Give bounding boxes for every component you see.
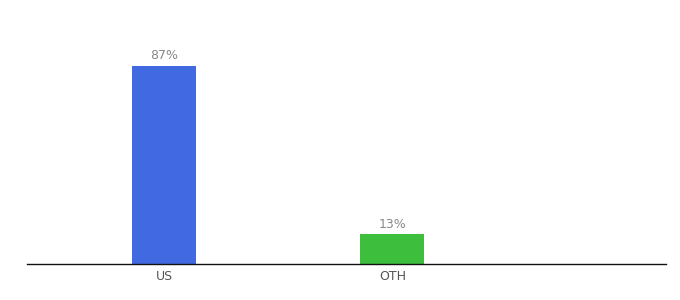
Text: 87%: 87% — [150, 49, 178, 62]
Bar — [132, 66, 196, 264]
Bar — [360, 234, 424, 264]
Text: 13%: 13% — [379, 218, 407, 231]
